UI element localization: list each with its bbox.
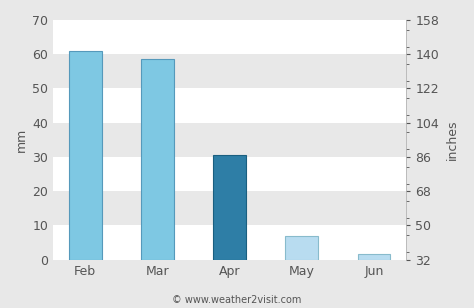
Bar <box>53 54 406 88</box>
Y-axis label: inches: inches <box>446 120 459 160</box>
Bar <box>53 225 406 260</box>
Bar <box>285 237 318 260</box>
Bar <box>53 157 406 191</box>
Bar <box>53 123 406 157</box>
Y-axis label: mm: mm <box>15 128 28 152</box>
Bar <box>53 191 406 225</box>
Text: © www.weather2visit.com: © www.weather2visit.com <box>173 295 301 305</box>
Bar <box>53 88 406 123</box>
Bar <box>69 51 101 260</box>
Bar <box>358 253 390 260</box>
Bar <box>141 59 173 260</box>
Bar <box>213 155 246 260</box>
Bar <box>53 20 406 54</box>
